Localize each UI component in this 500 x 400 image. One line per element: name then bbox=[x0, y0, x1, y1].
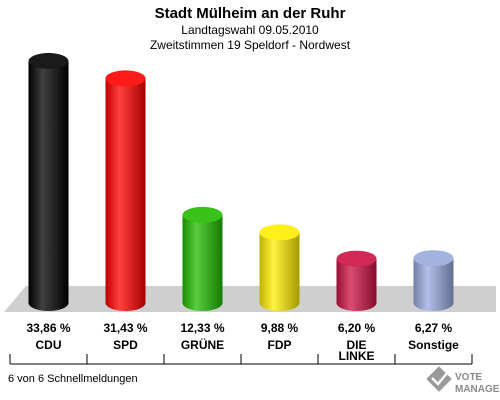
bar-body bbox=[259, 232, 300, 311]
bar-fdp bbox=[259, 224, 300, 311]
bar-top bbox=[413, 250, 454, 267]
category-label-line: FDP bbox=[268, 338, 292, 352]
chart-subtitle-election: Landtagswahl 09.05.2010 bbox=[181, 23, 319, 37]
bar-body bbox=[182, 214, 223, 311]
bar-body bbox=[336, 258, 377, 311]
logo-text-vote: VOTE bbox=[455, 372, 483, 383]
logo-text-manager: MANAGER bbox=[455, 384, 500, 395]
chart-subtitle-district: Zweitstimmen 19 Speldorf - Nordwest bbox=[150, 38, 351, 52]
value-label-die-linke: 6,20 % bbox=[338, 321, 376, 335]
bar-top bbox=[105, 70, 146, 87]
category-label-die-linke: DIE LINKE bbox=[339, 338, 375, 363]
value-label-cdu: 33,86 % bbox=[26, 321, 70, 335]
bar-sonstige bbox=[413, 250, 454, 311]
bar-top bbox=[259, 224, 300, 241]
footer-status: 6 von 6 Schnellmeldungen bbox=[8, 373, 138, 385]
bar-spd bbox=[105, 70, 146, 311]
bar-body bbox=[28, 61, 69, 311]
category-label-gr-ne: GRÜNE bbox=[181, 337, 224, 352]
bar-body bbox=[413, 258, 454, 311]
category-label-fdp: FDP bbox=[268, 338, 292, 352]
category-label-line: SPD bbox=[113, 338, 138, 352]
bar-gr-ne bbox=[182, 206, 223, 311]
bar-die-linke bbox=[336, 250, 377, 311]
vote-manager-logo: VOTE MANAGER bbox=[426, 366, 500, 395]
category-label-line: DIE bbox=[346, 338, 366, 352]
value-label-gr-ne: 12,33 % bbox=[180, 321, 224, 335]
category-label-cdu: CDU bbox=[36, 338, 62, 352]
value-label-group: 33,86 % 31,43 % 12,33 % 9,88 % 6,20 % 6,27 % bbox=[26, 321, 452, 335]
value-label-spd: 31,43 % bbox=[103, 321, 147, 335]
category-label-line: Sonstige bbox=[408, 338, 459, 352]
category-label-group: CDU SPD GRÜNE FDP DIE LINKE Sonstige bbox=[36, 337, 460, 363]
value-label-fdp: 9,88 % bbox=[261, 321, 299, 335]
category-label-sonstige: Sonstige bbox=[408, 338, 459, 352]
bar-cdu bbox=[28, 53, 69, 311]
bar-group bbox=[28, 53, 454, 311]
category-label-spd: SPD bbox=[113, 338, 138, 352]
chart-title: Stadt Mülheim an der Ruhr bbox=[155, 5, 346, 22]
bar-body bbox=[105, 78, 146, 311]
value-label-sonstige: 6,27 % bbox=[415, 321, 453, 335]
bar-top bbox=[336, 250, 377, 267]
category-label-line: CDU bbox=[36, 338, 62, 352]
checkmark-icon bbox=[426, 366, 452, 392]
category-label-line: LINKE bbox=[339, 349, 375, 363]
bar-top bbox=[182, 206, 223, 223]
category-axis bbox=[9, 354, 473, 365]
category-label-line: GRÜNE bbox=[181, 337, 224, 352]
bar-top bbox=[28, 53, 69, 69]
